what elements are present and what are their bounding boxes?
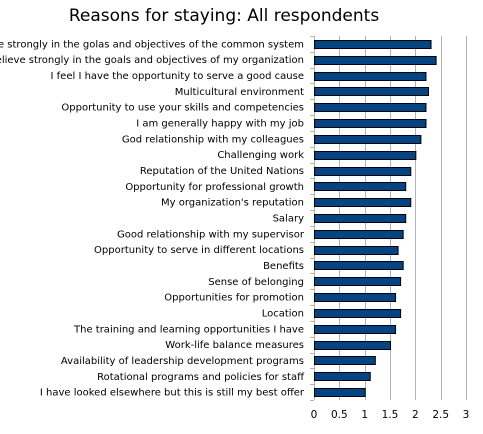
bar xyxy=(314,135,422,144)
category-label: Salary xyxy=(273,214,304,225)
category-label: My organization's reputation xyxy=(161,198,304,209)
bar xyxy=(314,309,402,318)
x-tick-label: 1 xyxy=(361,409,368,421)
bar xyxy=(314,214,407,223)
category-label: Good relationship with my supervisor xyxy=(117,229,305,240)
category-label: Multicultural environment xyxy=(175,87,304,98)
bar xyxy=(314,40,432,49)
category-label: Location xyxy=(262,308,304,319)
x-tick-label: 1.5 xyxy=(382,409,399,421)
category-label: Opportunities for promotion xyxy=(164,293,304,304)
category-label: The training and learning opportunities … xyxy=(73,324,304,335)
category-label: Opportunity to serve in different locati… xyxy=(94,245,304,256)
category-label: Opportunity for professional growth xyxy=(125,182,304,193)
category-label: I believe strongly in the golas and obje… xyxy=(0,39,304,50)
bar xyxy=(314,151,417,160)
bar xyxy=(314,261,404,270)
bar xyxy=(314,341,391,350)
grid-lines xyxy=(310,36,467,401)
bar xyxy=(314,325,397,334)
category-label: I believe strongly in the goals and obje… xyxy=(0,55,304,66)
bar xyxy=(314,388,366,397)
category-label: I am generally happy with my job xyxy=(136,119,304,130)
category-label: Rotational programs and policies for sta… xyxy=(97,372,305,383)
bar xyxy=(314,103,427,112)
bars xyxy=(314,40,437,397)
x-tick-label: 3 xyxy=(463,409,470,421)
bar xyxy=(314,72,427,81)
category-label: Availability of leadership development p… xyxy=(61,356,304,367)
bar xyxy=(314,230,404,239)
x-tick-label: 2.5 xyxy=(432,409,449,421)
category-label: Work-life balance measures xyxy=(165,340,304,351)
bar xyxy=(314,372,371,381)
category-label: Opportunity to use your skills and compe… xyxy=(61,103,304,114)
bar xyxy=(314,198,412,207)
bar xyxy=(314,56,437,65)
category-label: Sense of belonging xyxy=(208,277,304,288)
bar xyxy=(314,182,407,191)
bar xyxy=(314,167,412,176)
category-label: Reputation of the United Nations xyxy=(140,166,304,177)
x-tick-labels: 0 0.5 1 1.5 2 2.5 3 xyxy=(311,409,470,421)
bar xyxy=(314,293,397,302)
bar xyxy=(314,246,399,255)
category-labels: I believe strongly in the golas and obje… xyxy=(0,39,305,398)
category-label: Challenging work xyxy=(217,150,304,161)
bar xyxy=(314,87,429,96)
x-tick-label: 0.5 xyxy=(331,409,348,421)
bar xyxy=(314,119,427,128)
x-tick-label: 2 xyxy=(412,409,419,421)
chart-title: Reasons for staying: All respondents xyxy=(69,6,379,26)
category-label: Benefits xyxy=(263,261,304,272)
x-tick-label: 0 xyxy=(311,409,318,421)
category-label: God relationship with my colleagues xyxy=(122,134,304,145)
category-label: I have looked elsewhere but this is stil… xyxy=(40,388,305,399)
category-label: I feel I have the opportunity to serve a… xyxy=(51,71,304,82)
bar xyxy=(314,277,402,286)
bar xyxy=(314,356,376,365)
